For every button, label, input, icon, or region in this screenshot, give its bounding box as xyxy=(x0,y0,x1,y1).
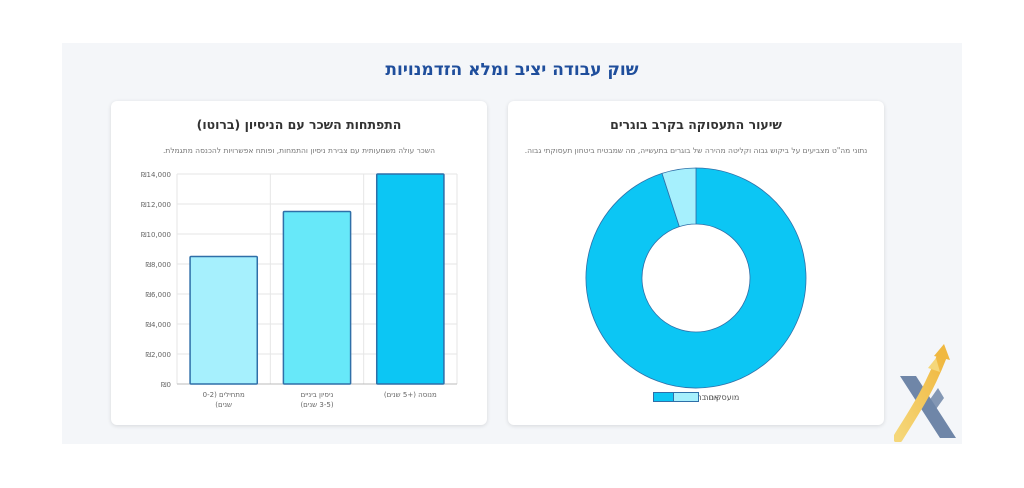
y-tick-label: ₪10,000 xyxy=(141,231,171,239)
employment-card-title: שיעור התעסוקה בקרב בוגרים xyxy=(610,117,782,132)
legend-label: אחר xyxy=(703,392,720,402)
employment-card-subtitle: נתוני מה"ט מצביעים על ביקוש גבוה וקליטה … xyxy=(524,146,868,155)
page-title: שוק עבודה יציב ומלא הזדמנויות xyxy=(385,60,639,80)
donut-slice xyxy=(661,167,697,228)
x-tick-label: מנוסה (+5 שנים) xyxy=(384,391,437,399)
salary-card: התפתחות השכר עם הניסיון (ברוטו) השכר עול… xyxy=(111,101,487,425)
salary-bar-chart: ₪0 ₪2,000 ₪4,000 ₪6,000 ₪8,000 ₪10,000 ₪12,000… xyxy=(141,171,458,409)
y-tick-label: ₪6,000 xyxy=(145,291,171,299)
legend-item[interactable]: אחר xyxy=(672,392,720,402)
bar xyxy=(189,255,259,385)
brand-logo xyxy=(894,344,956,442)
employment-card: שיעור התעסוקה בקרב בוגרים נתוני מה"ט מצב… xyxy=(508,101,884,425)
y-tick-label: ₪2,000 xyxy=(145,351,171,359)
employment-donut-chart xyxy=(585,167,807,389)
donut-slice xyxy=(585,167,807,389)
salary-card-title: התפתחות השכר עם הניסיון (ברוטו) xyxy=(196,117,402,132)
x-tick-label: שנים) xyxy=(215,401,232,409)
y-tick-label: ₪8,000 xyxy=(145,261,171,269)
y-tick-label: ₪14,000 xyxy=(141,171,171,179)
y-tick-label: ₪12,000 xyxy=(141,201,171,209)
x-tick-label: ניסיון ביניים xyxy=(301,391,334,399)
legend-label: מועסקים בתחום xyxy=(683,392,740,402)
y-tick-label: ₪0 xyxy=(161,381,171,389)
legend-swatch xyxy=(672,392,699,402)
x-tick-label: מתחילים (0-2 xyxy=(203,391,245,399)
slide: שוק עבודה יציב ומלא הזדמנויות התפתחות הש… xyxy=(62,43,962,444)
x-tick-label: (3-5 שנים) xyxy=(300,401,333,409)
bar xyxy=(375,173,445,385)
salary-card-subtitle: השכר עולה משמעותית עם צבירת ניסיון והתמח… xyxy=(163,146,435,155)
bar xyxy=(282,210,352,385)
y-tick-label: ₪4,000 xyxy=(145,321,171,329)
